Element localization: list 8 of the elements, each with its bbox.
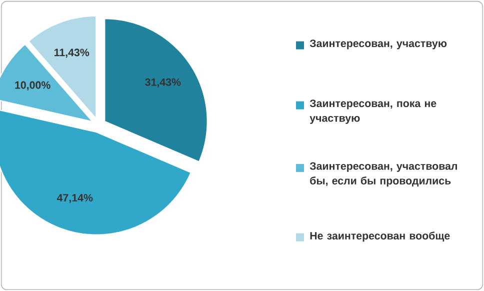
data-label: 11,43% xyxy=(54,48,90,58)
data-label: 10,00% xyxy=(15,81,50,90)
legend-label: Не заинтересован вообще xyxy=(310,232,450,242)
data-label: 47,14% xyxy=(56,194,93,204)
legend-label: Заинтересован, участвовал бы, если бы проводились xyxy=(310,162,457,187)
data-label: 31,43% xyxy=(145,78,181,88)
legend-label: Заинтересован, пока не участвую xyxy=(310,100,436,124)
legend-label: Заинтересован, участвую xyxy=(310,40,447,50)
